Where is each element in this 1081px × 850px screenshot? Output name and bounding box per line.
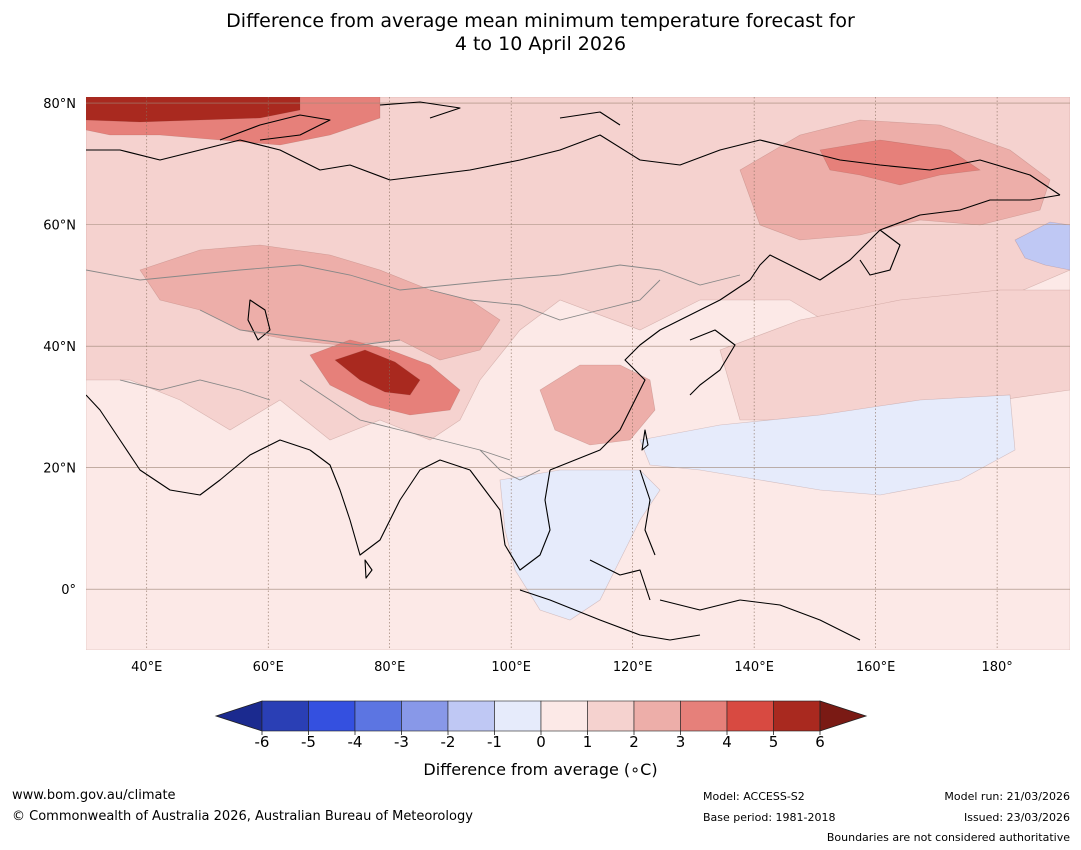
coastline-arabia: [86, 394, 311, 496]
colorbar-bin-7: [587, 700, 635, 732]
colorbar-bin-1: [308, 700, 356, 732]
coastline-china-korea: [549, 279, 751, 471]
lon-label-180: 180°: [981, 660, 1012, 675]
cb-tick-6: 6: [815, 733, 825, 751]
cb-tick-m5: -5: [301, 733, 316, 751]
boundaries-disclaimer: Boundaries are not considered authoritat…: [826, 831, 1070, 844]
model-run-date: Model run: 21/03/2026: [944, 790, 1070, 803]
border-central-asia: [199, 309, 401, 346]
chart-title: Difference from average mean minimum tem…: [0, 10, 1081, 56]
colorbar-bin-6: [540, 700, 588, 732]
border-mongolia: [429, 279, 661, 321]
colorbar-title: Difference from average (∘C): [423, 760, 658, 779]
gridlines: [146, 97, 998, 650]
coastline-japan: [689, 329, 736, 396]
cb-tick-0: 0: [536, 733, 546, 751]
issued-date: Issued: 23/03/2026: [963, 811, 1070, 824]
coastline-new-guinea: [739, 599, 861, 641]
border-mainland-se-asia: [479, 449, 541, 481]
coastline-caspian: [247, 299, 271, 341]
parallels: [86, 102, 1070, 590]
coastline-philippines: [639, 469, 656, 556]
lon-label-100e: 100°E: [491, 660, 531, 675]
title-line-2: 4 to 10 April 2026: [454, 33, 627, 55]
anomaly-region-bering-cool: [1014, 221, 1070, 271]
lon-label-80e: 80°E: [374, 660, 405, 675]
colorbar-bin-11: [773, 700, 821, 732]
cb-tick-5: 5: [768, 733, 779, 751]
colorbar-bin-4: [447, 700, 495, 732]
lat-label-0: 0°: [61, 583, 76, 598]
coastline-kamchatka: [859, 229, 901, 276]
colorbar-extend-high: [819, 700, 868, 732]
lat-label-60n: 60°N: [43, 219, 76, 234]
colorbar-bin-9: [680, 700, 728, 732]
title-line-1: Difference from average mean minimum tem…: [226, 10, 855, 32]
border-middle-east: [119, 379, 271, 401]
coastline-taiwan: [641, 429, 649, 451]
base-period: Base period: 1981-2018: [703, 811, 836, 824]
cb-tick-m2: -2: [440, 733, 456, 751]
cb-tick-m1: -1: [487, 733, 502, 751]
cb-tick-3: 3: [675, 733, 686, 751]
website-link[interactable]: www.bom.gov.au/climate: [12, 788, 176, 803]
lon-label-60e: 60°E: [253, 660, 284, 675]
lat-labels: 80°N 60°N 40°N 20°N 0°: [43, 97, 76, 598]
cb-tick-m3: -3: [394, 733, 409, 751]
anomaly-region-east-siberia-core: [819, 139, 981, 186]
colorbar-bin-10: [726, 700, 774, 732]
anomaly-region-pacific-cool: [639, 394, 1016, 496]
lat-label-80n: 80°N: [43, 97, 76, 112]
cb-tick-1: 1: [582, 733, 593, 751]
colorbar-bin-3: [401, 700, 449, 732]
anomaly-region-china-south: [539, 364, 656, 446]
lat-label-40n: 40°N: [43, 340, 76, 355]
cb-tick-m6: -6: [254, 733, 270, 751]
cb-tick-2: 2: [629, 733, 639, 751]
anomaly-region-tibet-core: [334, 349, 421, 396]
country-borders: [86, 264, 741, 481]
border-russia-south: [86, 264, 741, 291]
copyright-text: © Commonwealth of Australia 2026, Austra…: [12, 809, 473, 824]
lon-label-160e: 160°E: [856, 660, 896, 675]
lon-label-140e: 140°E: [734, 660, 774, 675]
coastline-sri-lanka: [364, 559, 373, 579]
lon-label-120e: 120°E: [613, 660, 653, 675]
coastline-indonesia: [519, 559, 741, 641]
cb-tick-4: 4: [722, 733, 732, 751]
lat-label-20n: 20°N: [43, 462, 76, 477]
anomaly-region-maritime-cool: [499, 469, 661, 621]
coastline-indochina: [469, 469, 551, 571]
colorbar: [214, 700, 868, 735]
lon-labels: 40°E 60°E 80°E 100°E 120°E 140°E 160°E 1…: [131, 660, 1013, 675]
coastlines: [86, 101, 1061, 641]
colorbar-bin-5: [494, 700, 542, 732]
colorbar-extend-low: [214, 700, 263, 732]
lon-label-40e: 40°E: [131, 660, 162, 675]
colorbar-bin-0: [261, 700, 309, 732]
colorbar-bin-2: [354, 700, 402, 732]
coastline-india: [309, 449, 471, 556]
coastline-arctic-islands: [219, 101, 621, 141]
anomaly-field: [86, 97, 1070, 650]
coastline-russian-pacific: [749, 194, 1061, 281]
colorbar-bin-8: [633, 700, 681, 732]
cb-tick-m4: -4: [347, 733, 363, 751]
coastline-north-eurasia: [86, 134, 1061, 196]
model-name: Model: ACCESS-S2: [703, 790, 805, 803]
